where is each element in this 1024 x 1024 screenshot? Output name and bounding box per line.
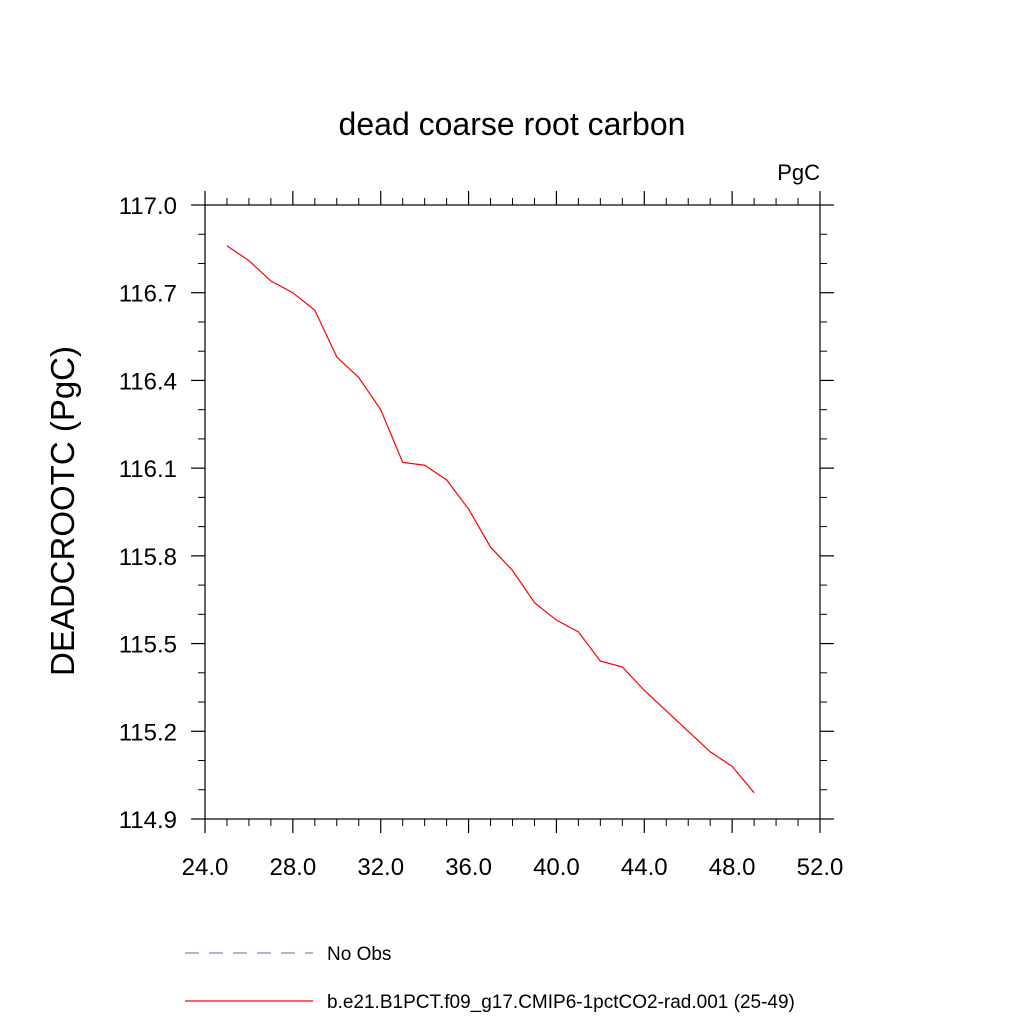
- x-tick-label: 32.0: [357, 854, 404, 881]
- x-tick-label: 24.0: [182, 854, 229, 881]
- x-tick-label: 52.0: [797, 854, 844, 881]
- y-tick-label: 115.2: [119, 719, 177, 746]
- legend-label: No Obs: [327, 944, 391, 965]
- y-tick-label: 114.9: [119, 807, 177, 834]
- legend-label: b.e21.B1PCT.f09_g17.CMIP6-1pctCO2-rad.00…: [327, 992, 795, 1013]
- series-lines: [226, 245, 755, 794]
- x-tick-label: 28.0: [269, 854, 316, 881]
- legend: No Obs b.e21.B1PCT.f09_g17.CMIP6-1pctCO2-…: [185, 944, 795, 1013]
- series-line: [226, 245, 755, 794]
- x-tick-label: 44.0: [621, 854, 668, 881]
- y-tick-label: 116.7: [119, 281, 177, 308]
- y-tick-label: 117.0: [119, 193, 177, 220]
- y-axis-label: DEADCROOTC (PgC): [44, 346, 81, 676]
- units-label: PgC: [777, 160, 820, 185]
- x-tick-label: 36.0: [445, 854, 492, 881]
- y-tick-label: 116.4: [119, 368, 177, 395]
- y-tick-label: 116.1: [119, 456, 177, 483]
- x-tick-label: 40.0: [533, 854, 580, 881]
- chart-title: dead coarse root carbon: [339, 106, 686, 142]
- x-tick-label: 48.0: [709, 854, 756, 881]
- y-tick-label: 115.8: [119, 544, 177, 571]
- tick-labels: 24.0 28.0 32.0 36.0 40.0 44.0 48.0 52.0 114.9 115…: [119, 193, 844, 881]
- y-tick-label: 115.5: [119, 632, 177, 659]
- plot-frame: [204, 204, 821, 820]
- axis-ticks: [191, 191, 834, 833]
